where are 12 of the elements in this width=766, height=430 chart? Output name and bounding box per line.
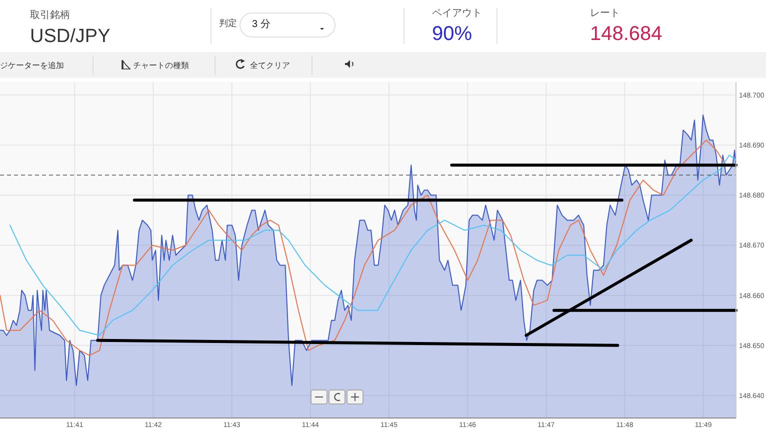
text: 148.684 [590,23,662,45]
chart-title: USD/JPY [30,26,111,47]
text: 判定 [219,18,237,28]
text: 取引銘柄 [30,9,70,21]
text: チャートの種類 [133,61,189,70]
text: ペイアウト [432,8,482,19]
text: ジケーターを追加 [0,61,64,70]
text: レート [590,8,620,19]
text: 3 分 [252,18,270,30]
text: 90% [432,23,472,45]
line-series [9,154,736,336]
text: 全てクリア [250,61,290,70]
